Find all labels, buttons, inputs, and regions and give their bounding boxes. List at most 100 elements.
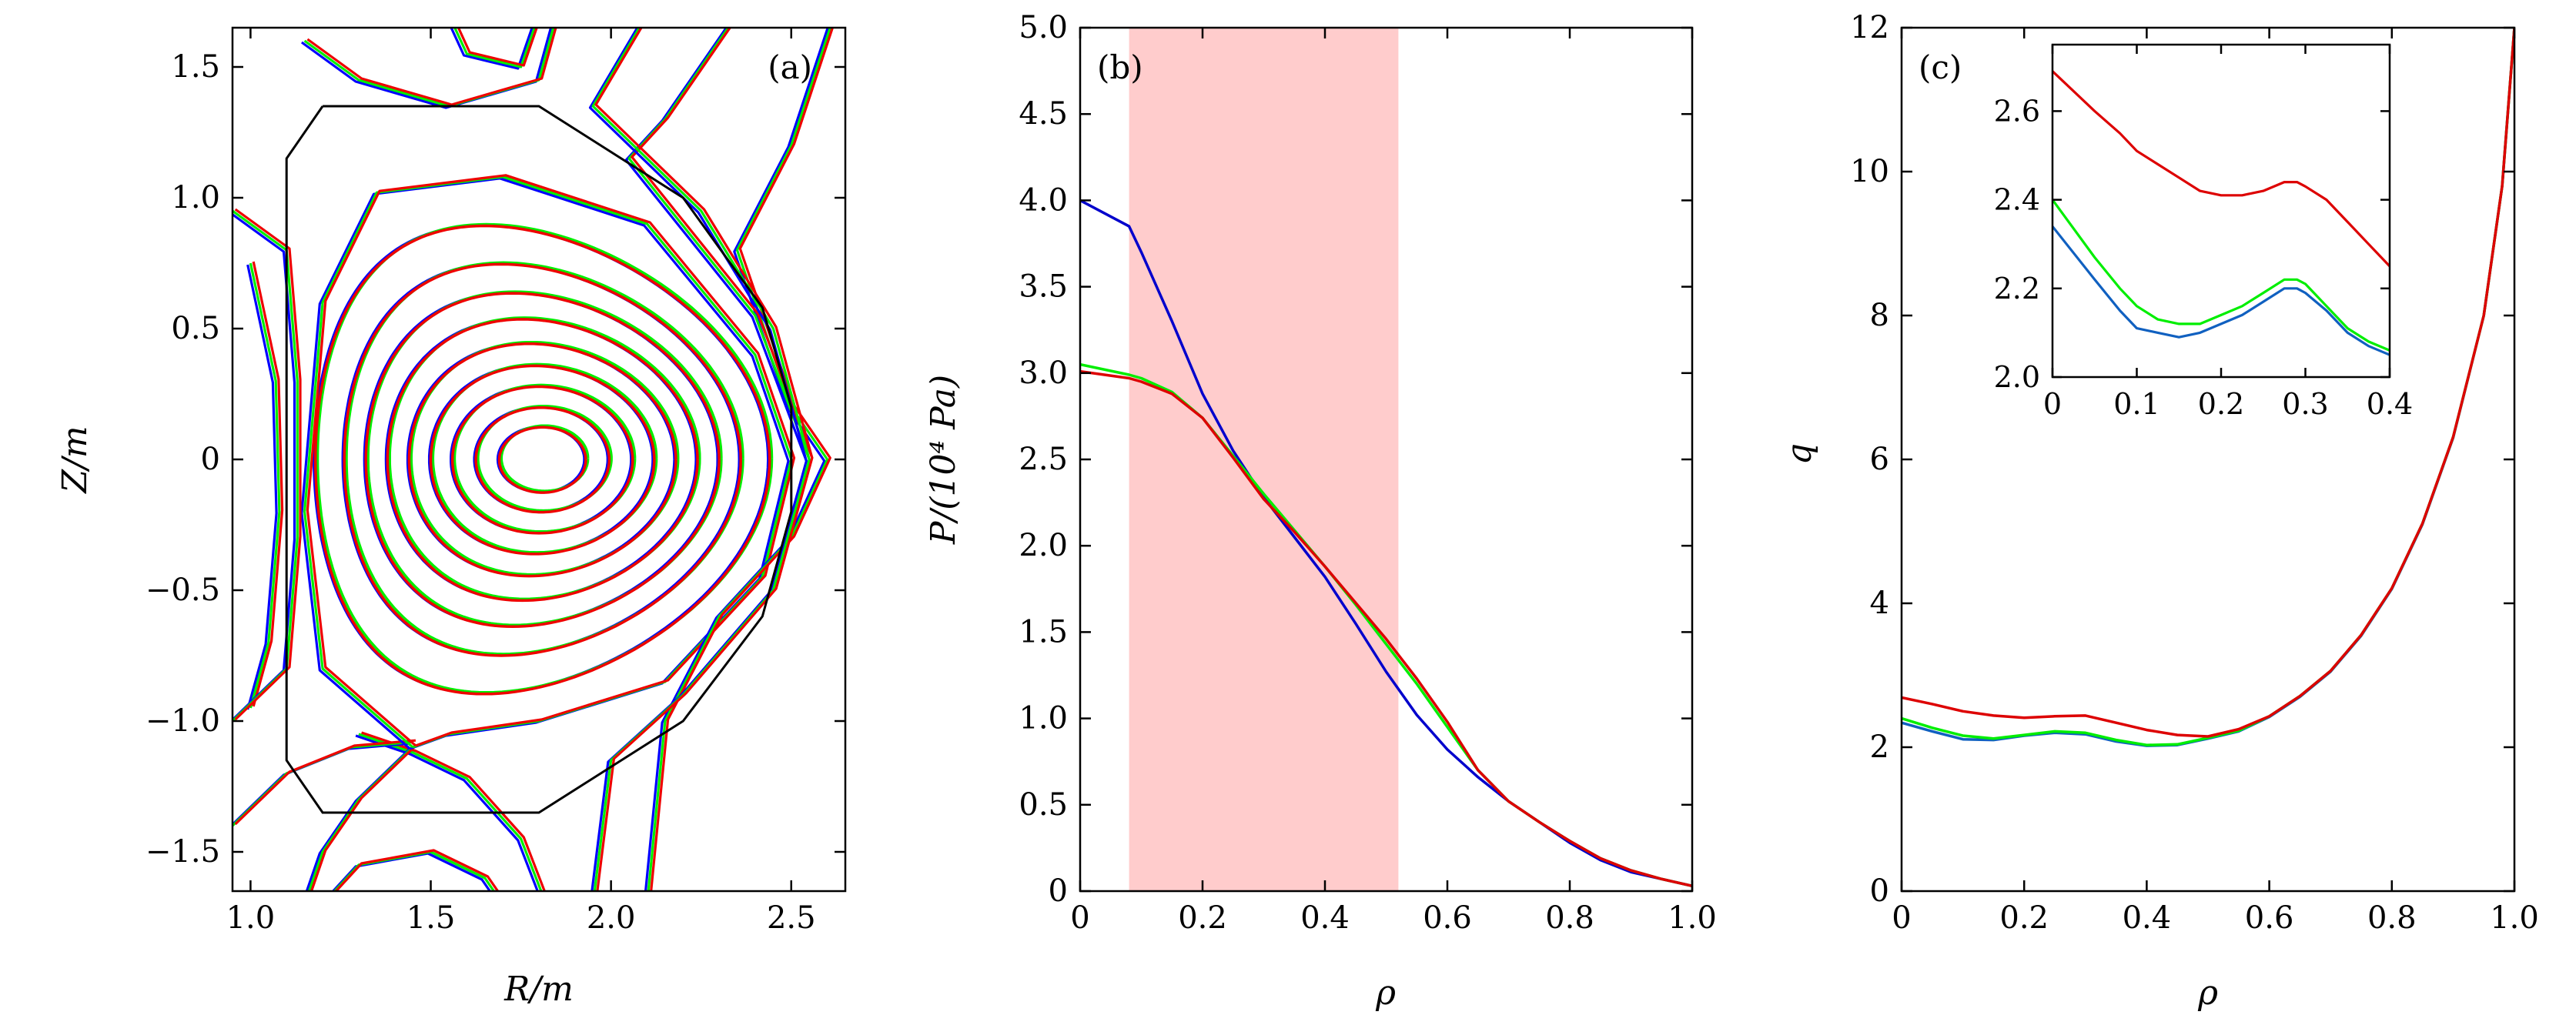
panel-c-ylabel: q	[1780, 443, 1819, 465]
panel-c-ytick-label: 10	[1850, 154, 1889, 189]
panel-b-series-2-line	[1080, 369, 1692, 888]
inset-ytick-label: 2.4	[1994, 183, 2040, 217]
panel-b-xtick-label: 0.8	[1545, 900, 1594, 936]
open-field-line-9	[306, 28, 557, 106]
inset-xtick-label: 0.2	[2198, 387, 2244, 421]
panel-b-ytick-label: 5.0	[1019, 10, 1068, 45]
panel-a-xtick-label: 2.0	[587, 900, 636, 936]
panel-c-ytick-label: 6	[1870, 442, 1889, 477]
inset-ytick-label: 2.2	[1994, 272, 2040, 306]
panel-c-xtick-label: 0.6	[2245, 900, 2294, 936]
flux-surface-2	[364, 292, 721, 629]
flux-surface-2	[386, 318, 699, 603]
flux-surface-2	[343, 262, 742, 657]
open-field-line-7	[249, 262, 281, 709]
open-field-line-0	[355, 734, 539, 891]
open-field-line-11	[334, 849, 500, 891]
panel-a-ytick-label: 0	[201, 442, 220, 477]
open-field-line-8	[234, 208, 302, 721]
panel-b-plot-area	[1080, 28, 1692, 891]
panel-c-plot-area	[1902, 28, 2514, 747]
panel-c-xtick-label: 0.8	[2367, 900, 2417, 936]
panel-a-ytick-label: −1.0	[146, 703, 220, 739]
panel-b-ylabel: P/(10⁴ Pa)	[924, 375, 963, 545]
panel-b-ytick-label: 4.0	[1019, 182, 1068, 218]
panel-b-xtick-label: 0	[1070, 900, 1089, 936]
inset-ytick-label: 2.0	[1994, 360, 2040, 394]
open-field-line-6	[591, 28, 811, 460]
panel-a-ytick-label: 1.5	[171, 49, 220, 85]
flux-surface-2	[497, 426, 587, 494]
panel-b-ytick-label: 4.5	[1019, 96, 1068, 132]
inset-xtick-label: 0.1	[2113, 387, 2159, 421]
panel-c-ytick-label: 12	[1850, 10, 1889, 45]
panel-a-ylabel: Z/m	[55, 426, 95, 494]
panel-a-plot-area	[233, 28, 835, 891]
flux-surface-2	[313, 224, 771, 696]
shaded-region	[1129, 28, 1399, 891]
flux-surface-2	[407, 342, 677, 578]
panel-b-ticks: 0 0.2 0.4 0.6 0.8 1.0 0 0.5 1.0 1.5 2.0 2.5 3.0 3.5 4.…	[1019, 10, 1716, 936]
panel-a-ytick-label: 0.5	[171, 311, 220, 346]
inset-series-1-line	[2052, 199, 2390, 352]
inset-ticks: 0 0.1 0.2 0.3 0.4 2.0 2.2 2.4 2.6	[1994, 45, 2413, 421]
panel-c-ytick-label: 8	[1870, 298, 1889, 333]
open-field-line-10	[450, 28, 534, 70]
open-field-line-10	[453, 28, 536, 68]
open-field-line-0	[358, 733, 543, 891]
inset-xtick-label: 0	[2043, 387, 2062, 421]
panel-a-ytick-label: 1.0	[171, 180, 220, 215]
open-field-line-3	[306, 174, 796, 747]
panel-c-ytick-label: 0	[1870, 873, 1889, 909]
open-field-line-4	[644, 28, 829, 891]
panel-b-ytick-label: 3.5	[1019, 269, 1068, 305]
panel-b-series-0-line	[1080, 199, 1692, 888]
panel-b-ytick-label: 1.5	[1019, 614, 1068, 649]
panel-c-xlabel: ρ	[2197, 973, 2218, 1013]
panel-c-xtick-label: 0	[1892, 900, 1911, 936]
open-field-line-7	[252, 261, 284, 707]
panel-c-xtick-label: 0.4	[2123, 900, 2172, 936]
vessel-wall-outline	[285, 105, 793, 814]
inset-plot-area	[2052, 70, 2390, 356]
panel-b-xtick-label: 1.0	[1668, 900, 1717, 936]
panel-b-ytick-label: 2.0	[1019, 528, 1068, 563]
flux-surface-2	[429, 364, 656, 556]
panel-a-xtick-label: 1.0	[226, 900, 276, 936]
open-field-line-10	[457, 28, 538, 67]
open-field-line-6	[594, 28, 814, 459]
panel-b-ytick-label: 0.5	[1019, 787, 1068, 823]
inset-ytick-label: 2.6	[1994, 94, 2040, 128]
flux-surface-2	[474, 406, 611, 514]
inset-series-0-line	[2052, 225, 2390, 356]
panel-a-tag: (a)	[768, 48, 812, 86]
open-field-line-4	[650, 28, 835, 891]
panel-c-xtick-label: 0.2	[1999, 900, 2049, 936]
panel-c: 0 0.2 0.4 0.6 0.8 1.0 0 2 4 6 8 10 12 (c) ρ q 0 0.1 0.…	[1780, 10, 2539, 1013]
panel-c-ticks: 0 0.2 0.4 0.6 0.8 1.0 0 2 4 6 8 10 12	[1850, 10, 2539, 936]
open-field-line-4	[647, 28, 832, 891]
panel-b-xtick-label: 0.2	[1178, 900, 1227, 936]
panel-a-ytick-label: −1.5	[146, 834, 220, 870]
open-field-line-2	[309, 744, 417, 891]
panel-a-xtick-label: 2.5	[767, 900, 816, 936]
panel-b-ytick-label: 3.0	[1019, 356, 1068, 391]
panel-a-xtick-label: 1.5	[406, 900, 456, 936]
panel-c-series-2-line	[1902, 28, 2514, 738]
panel-b-ytick-label: 1.0	[1019, 701, 1068, 736]
inset-xtick-label: 0.3	[2282, 387, 2328, 421]
panel-b-tag: (b)	[1097, 48, 1143, 86]
panel-c-inset: 0 0.1 0.2 0.3 0.4 2.0 2.2 2.4 2.6	[1994, 43, 2413, 421]
inset-xtick-label: 0.4	[2367, 387, 2413, 421]
panel-b-xtick-label: 0.6	[1423, 900, 1472, 936]
panel-b-xlabel: ρ	[1375, 973, 1396, 1013]
panel-b-ytick-label: 0	[1049, 873, 1068, 909]
inset-background	[2052, 45, 2390, 377]
panel-a: 1.0 1.5 2.0 2.5 −1.5 −1.0 −0.5 0 0.5 1.0 1.5 (a) R…	[55, 26, 847, 1009]
panel-c-xtick-label: 1.0	[2490, 900, 2539, 936]
panel-b-xtick-label: 0.4	[1300, 900, 1350, 936]
panel-c-tag: (c)	[1919, 48, 1962, 86]
panel-a-ytick-label: −0.5	[146, 573, 220, 608]
panel-c-ytick-label: 4	[1870, 586, 1889, 621]
